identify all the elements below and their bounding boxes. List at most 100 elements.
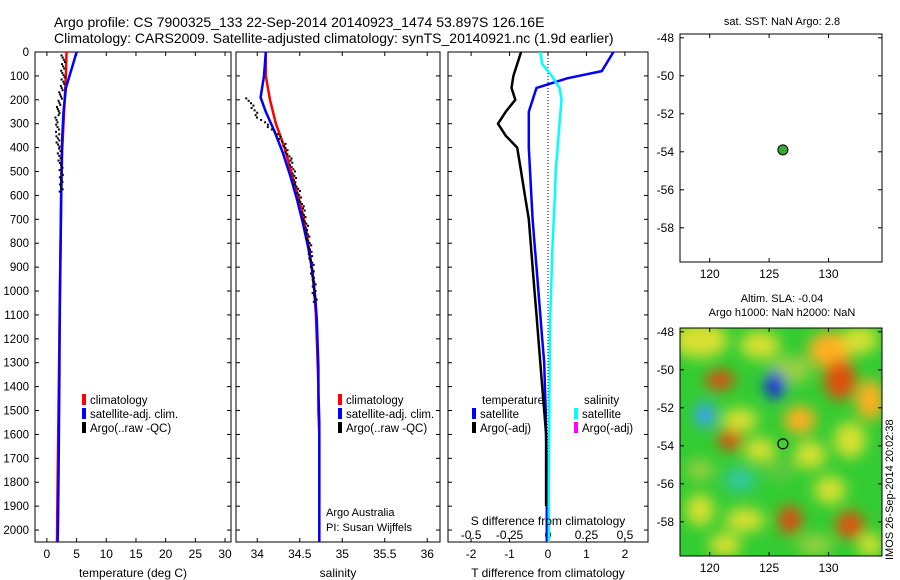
argo-data-point (56, 137, 59, 140)
sla-map-title-line1: Altim. SLA: -0.04 (741, 293, 824, 305)
x-tick-label: 34 (251, 547, 265, 561)
x-tick-label: 35.5 (373, 547, 397, 561)
x-tick-label: 0 (44, 547, 51, 561)
argo-data-point (312, 263, 315, 266)
argo-data-point (282, 144, 285, 147)
argo-data-point (290, 157, 293, 160)
argo-data-point (60, 178, 63, 181)
map-y-tick-label: -52 (657, 107, 675, 121)
argo-data-point (314, 283, 317, 286)
y-tick-label: 900 (10, 262, 29, 274)
imos-timestamp-label: IMOS 26-Sep-2014 20:02:38 (884, 419, 896, 560)
argo-data-point (252, 104, 255, 107)
y-tick-label: 600 (10, 190, 29, 202)
salinity-legend-entry-label: climatology (346, 395, 404, 407)
argo-data-point (55, 141, 58, 144)
argo-data-point (253, 109, 256, 112)
argo-data-point (54, 116, 57, 119)
argo-data-point (306, 224, 309, 227)
y-tick-label: 1600 (3, 429, 29, 441)
argo-data-point (279, 135, 282, 138)
y-tick-label: 1100 (4, 310, 29, 322)
argo-data-point (55, 118, 58, 121)
sla-anomaly-blob (680, 328, 728, 358)
argo-data-point (56, 152, 59, 155)
argo-data-point (58, 161, 61, 164)
argo-data-point (311, 274, 314, 277)
argo-data-point (307, 239, 310, 242)
sla-anomaly-blob (778, 506, 802, 534)
x-tick-top-label: 0.5 (617, 528, 634, 542)
argo-data-point (312, 270, 315, 273)
salinity-legend-entry-swatch (338, 394, 342, 405)
plot-frame (34, 51, 232, 543)
argo-data-point (61, 89, 64, 92)
argo-data-point (294, 170, 297, 173)
difference-panel: -2-1012-0.5-0.2500.250.5temperaturesalin… (447, 51, 649, 561)
difference-legend-temperature-swatch (472, 408, 476, 419)
sla-anomaly-blob (695, 403, 715, 427)
argo-data-point (308, 235, 311, 238)
x-tick-label: 5 (73, 547, 80, 561)
argo-data-point (281, 140, 284, 143)
difference-legend-title-salinity: salinity (584, 395, 619, 407)
argo-data-point (288, 163, 291, 166)
argo-data-point (60, 87, 63, 90)
argo-data-point (59, 157, 62, 160)
temperature-legend-entry-swatch (82, 408, 86, 419)
sla-anomaly-blob (824, 360, 856, 400)
salinity-legend-entry-label: satellite-adj. clim. (346, 409, 434, 421)
map-x-tick-label: 120 (700, 561, 720, 575)
sla-anomaly-blob (856, 380, 882, 420)
argo-data-point (284, 151, 287, 154)
argo-data-point (306, 229, 309, 232)
y-tick-label: 2000 (3, 525, 29, 537)
temperature-legend-entry-label: satellite-adj. clim. (90, 409, 178, 421)
map-x-tick-label: 130 (819, 267, 839, 281)
argo-data-point (310, 250, 313, 253)
argo-data-point (56, 126, 59, 129)
sla-anomaly-blob (784, 406, 816, 434)
argo-data-point (58, 133, 61, 136)
argo-data-point (62, 80, 65, 83)
argo-data-point (60, 171, 63, 174)
argo-data-point (292, 179, 295, 182)
argo-data-point (301, 218, 304, 221)
argo-data-point (312, 300, 315, 303)
argo-location-ring (777, 438, 789, 450)
argo-data-point (57, 159, 60, 162)
argo-data-point (61, 71, 64, 74)
argo-data-point (58, 145, 61, 148)
argo-data-point (62, 58, 65, 61)
argo-data-point (304, 226, 307, 229)
argo-data-point (58, 139, 61, 142)
sla-anomaly-blob (814, 476, 846, 504)
argo-data-point (298, 189, 301, 192)
argo-data-point (56, 121, 59, 124)
argo-data-point (288, 155, 291, 158)
sla-anomaly-blob (764, 460, 796, 480)
map-y-tick-label: -56 (657, 183, 675, 197)
argo-data-point (286, 149, 289, 152)
argo-data-point (60, 78, 63, 81)
series-line (539, 52, 563, 542)
argo-location-marker (777, 144, 789, 156)
argo-data-point (303, 209, 306, 212)
argo-data-point (250, 102, 253, 105)
argo-data-point (308, 257, 311, 260)
map-y-tick-label: -56 (657, 477, 675, 491)
y-tick-label: 1300 (3, 358, 29, 370)
sla-anomaly-blob (724, 468, 756, 492)
y-tick-label: 1900 (3, 501, 29, 513)
x-tick-label: 30 (218, 547, 232, 561)
salinity-panel: 34 34.5 35 35.5 36 climatology satellite-adj. … (235, 51, 441, 561)
figure-title-line2: Climatology: CARS2009. Satellite-adjuste… (54, 30, 614, 46)
argo-data-point (247, 99, 250, 102)
x-tick-label: 20 (159, 547, 173, 561)
map-y-tick-label: -48 (657, 325, 675, 339)
sla-anomaly-blob (794, 441, 826, 469)
y-tick-label: 0 (23, 47, 29, 59)
argo-data-point (304, 216, 307, 219)
difference-legend-title-temperature: temperature (482, 395, 544, 407)
argo-data-point (58, 147, 61, 150)
